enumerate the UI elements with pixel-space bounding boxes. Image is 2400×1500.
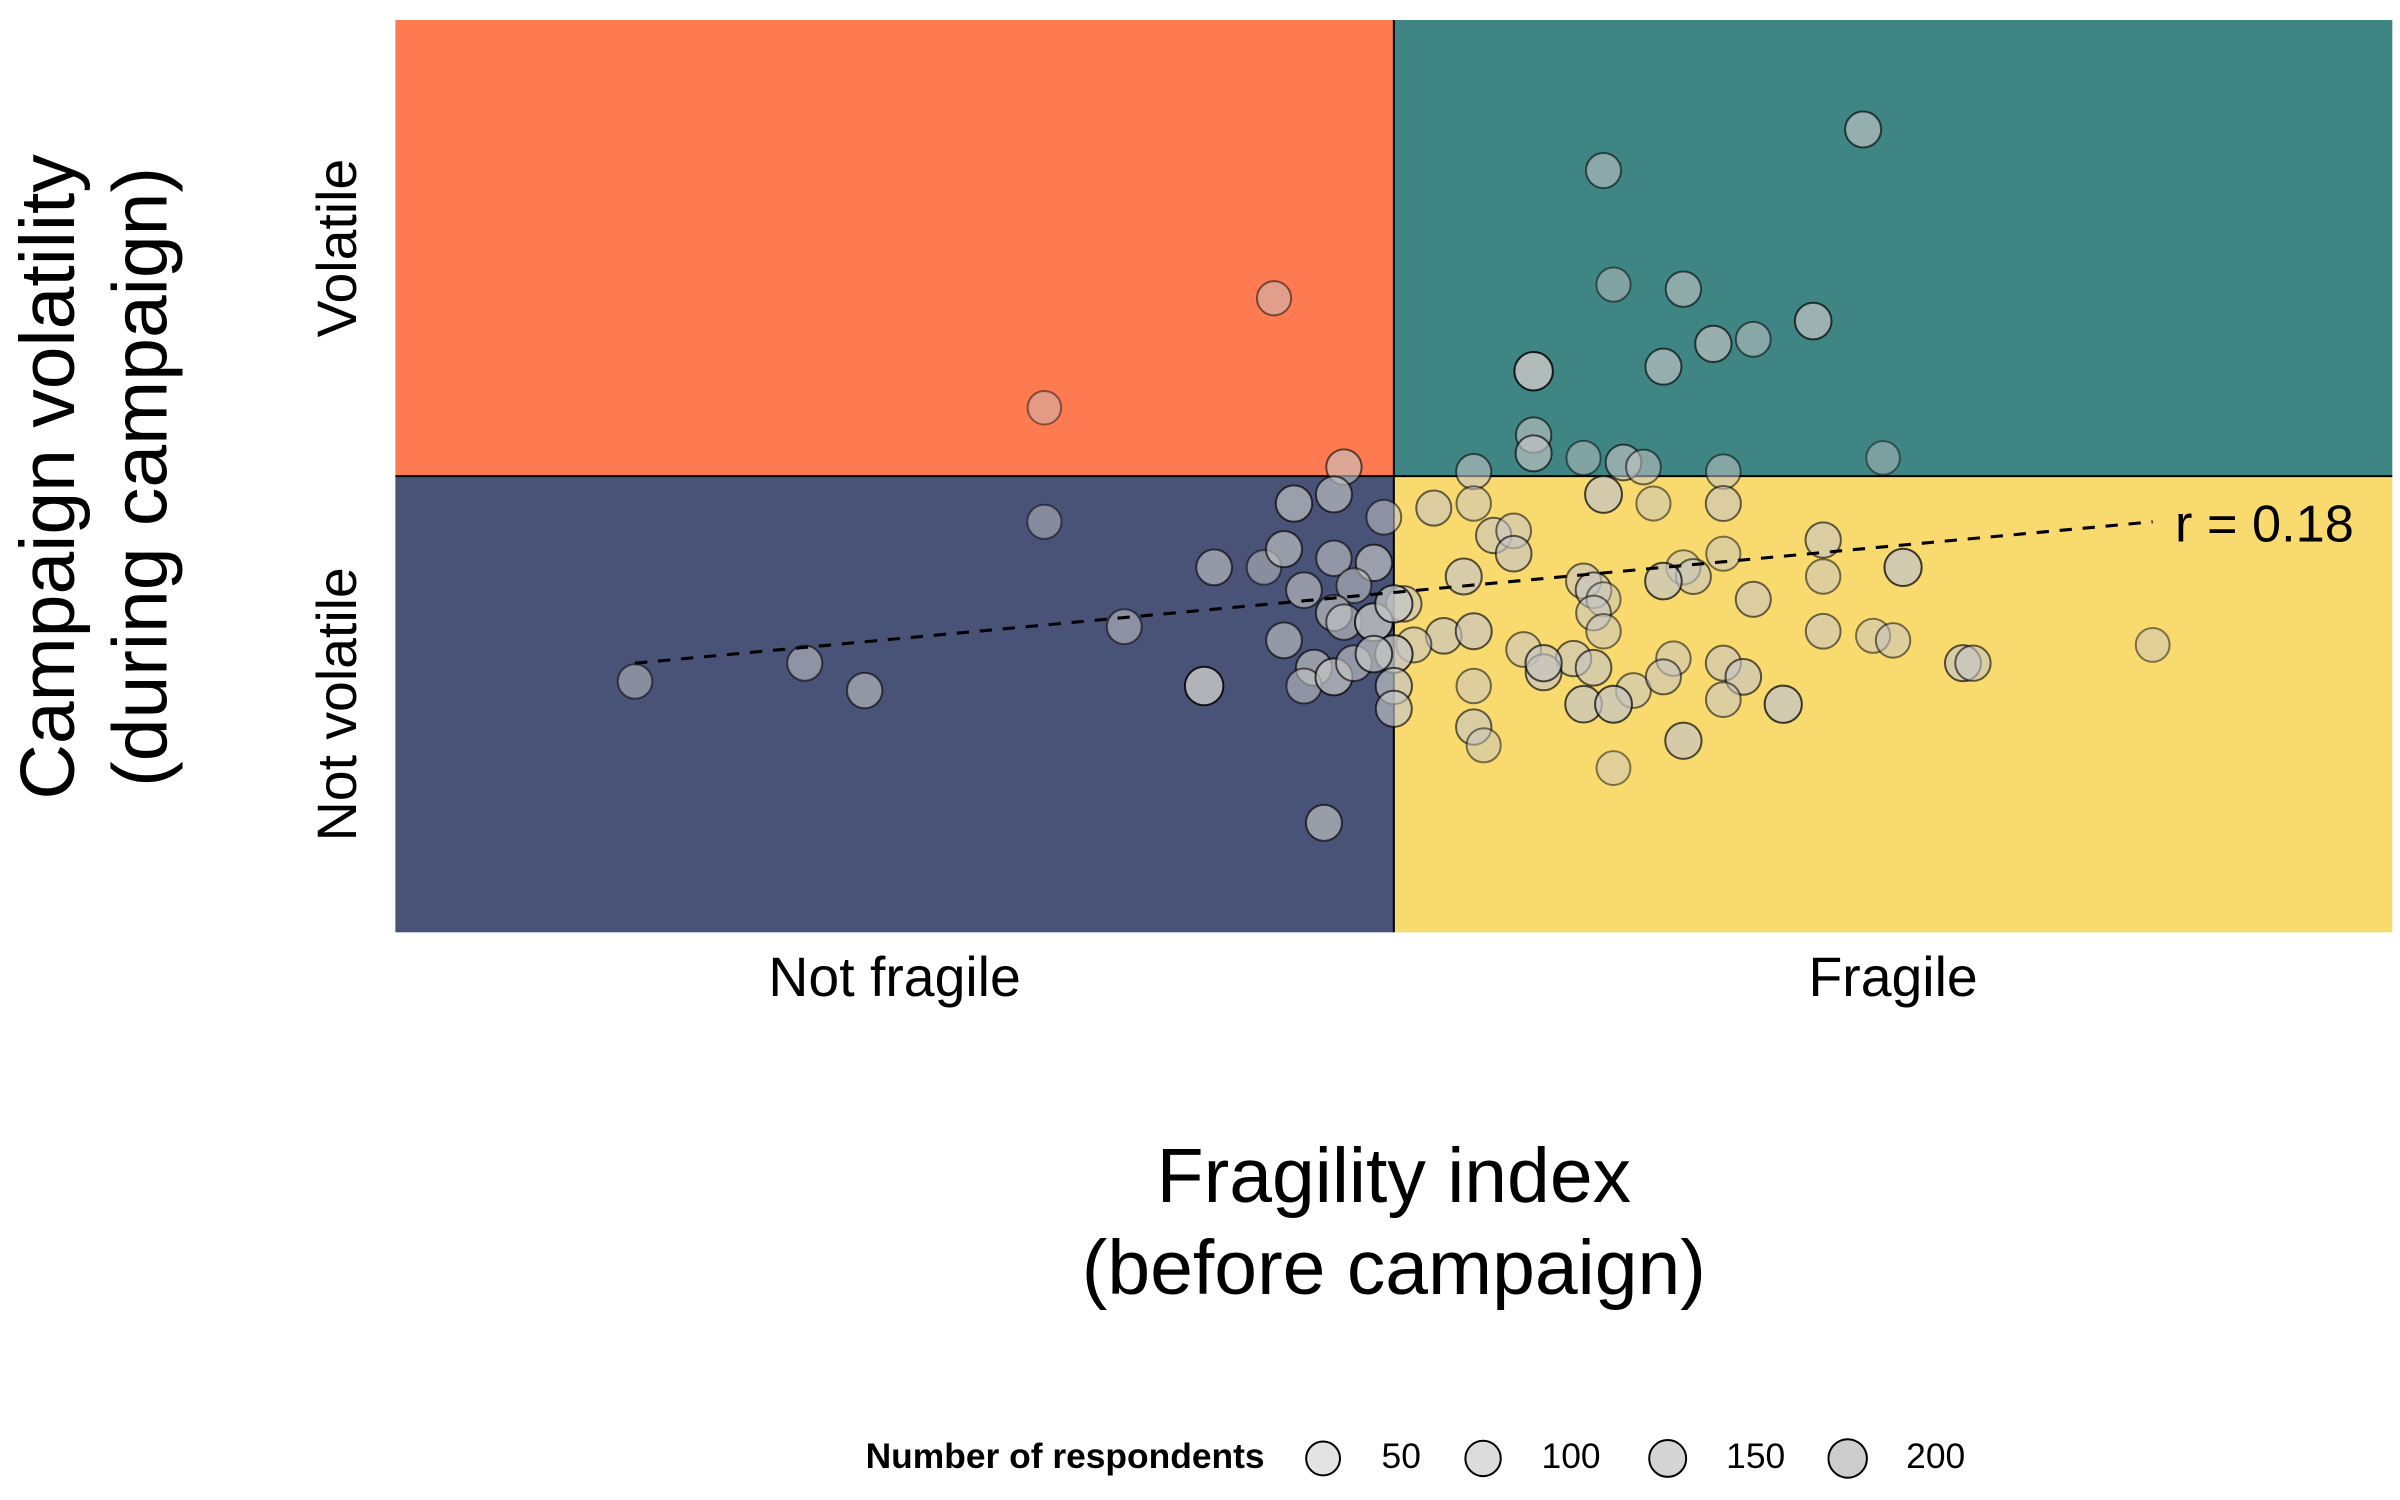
trend-line (634, 520, 2153, 665)
point (1105, 608, 1143, 646)
point (1595, 266, 1632, 303)
point (786, 644, 824, 682)
point (1274, 484, 1314, 523)
point (1314, 475, 1353, 514)
quadrant-top-left (395, 20, 1394, 477)
point (1865, 440, 1901, 476)
y-axis-title: (during campaign) (97, 167, 183, 787)
point (1365, 498, 1403, 536)
point (1494, 534, 1533, 573)
point (1304, 803, 1343, 842)
point (1644, 347, 1683, 386)
point (1374, 689, 1413, 728)
legend-label: 50 (1382, 1437, 1421, 1476)
point (1664, 721, 1703, 760)
point (1704, 681, 1742, 719)
point (1844, 110, 1883, 149)
point (1954, 644, 1992, 682)
point (1265, 530, 1304, 569)
point (1883, 547, 1923, 587)
quadrant-top-right (1393, 20, 2393, 477)
legend-label: 150 (1726, 1437, 1785, 1476)
x-axis-title: (before campaign) (1082, 1225, 1706, 1311)
point (1644, 561, 1683, 601)
point (1734, 320, 1772, 358)
quadrant-bottom-left (395, 476, 1394, 933)
point (1455, 485, 1492, 522)
point (1664, 270, 1703, 308)
point (1265, 621, 1303, 660)
point (1026, 503, 1063, 540)
point (1455, 667, 1492, 705)
legend-swatch (1827, 1438, 1868, 1479)
point (1763, 684, 1803, 724)
x-tick-label: Not fragile (768, 946, 1020, 1008)
point (1734, 580, 1772, 618)
point (1524, 644, 1563, 683)
y-axis-title: Campaign volatility (5, 154, 91, 800)
point (1793, 301, 1833, 341)
point (1315, 539, 1353, 577)
point (1195, 548, 1233, 587)
legend-swatch (1464, 1439, 1502, 1478)
point (1183, 665, 1225, 707)
point (1874, 622, 1912, 659)
point (1625, 448, 1662, 486)
point (1705, 535, 1742, 572)
point (1454, 612, 1493, 651)
point (1804, 521, 1842, 559)
point (1026, 389, 1063, 426)
point (1513, 351, 1554, 392)
point (1354, 634, 1394, 674)
legend-label: 100 (1542, 1437, 1601, 1476)
point (1635, 485, 1672, 522)
point (1704, 484, 1742, 523)
legend-title: Number of respondents (866, 1437, 1265, 1476)
point (1465, 727, 1502, 764)
point (1584, 151, 1623, 190)
point (1705, 453, 1742, 490)
point (1514, 434, 1553, 473)
legend-swatch (1305, 1440, 1341, 1477)
legend-label: 200 (1906, 1437, 1965, 1476)
point (1804, 558, 1842, 595)
y-tick-label: Not volatile (306, 567, 368, 841)
point (1285, 571, 1323, 610)
x-axis-title: Fragility index (1157, 1133, 1631, 1219)
point (1374, 584, 1414, 624)
point (1584, 474, 1623, 514)
point (1694, 324, 1733, 364)
annotation: r = 0.18 (2175, 496, 2354, 554)
point (1444, 557, 1483, 596)
point (1335, 567, 1373, 605)
point (1565, 439, 1602, 476)
point (1574, 648, 1613, 687)
point (1455, 453, 1493, 491)
point (1255, 280, 1293, 317)
point (1594, 684, 1633, 724)
point (1415, 489, 1453, 527)
point (1595, 750, 1632, 787)
x-tick-label: Fragile (1808, 946, 1977, 1008)
point (1644, 658, 1682, 696)
point (845, 671, 884, 710)
point (1585, 613, 1622, 650)
point (616, 663, 654, 700)
y-tick-label: Volatile (306, 159, 368, 338)
legend-swatch (1648, 1439, 1688, 1478)
point (1804, 612, 1842, 650)
point (2134, 627, 2171, 663)
